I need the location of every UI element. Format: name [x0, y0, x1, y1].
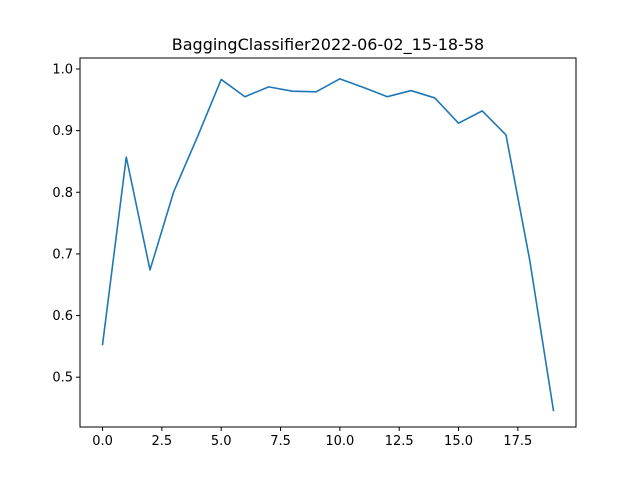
x-tick-label: 17.5 [503, 434, 532, 449]
x-tick-label: 10.0 [325, 434, 354, 449]
y-tick-label: 0.6 [52, 309, 73, 324]
x-tick-label: 5.0 [211, 434, 232, 449]
x-tick-label: 12.5 [385, 434, 414, 449]
series-line [101, 78, 555, 412]
x-tick-label: 2.5 [152, 434, 173, 449]
y-tick-label: 0.9 [52, 124, 73, 139]
plot-area: 0.0 2.5 5.0 7.5 10.0 12.5 15.0 17.5 0.5 0.6 0.7 0.8… [52, 62, 555, 449]
axes-frame [79, 57, 577, 428]
y-tick-label: 0.7 [52, 247, 73, 262]
y-tick-label: 1.0 [52, 62, 73, 77]
x-tick-label: 0.0 [92, 434, 113, 449]
x-tick-label: 15.0 [444, 434, 473, 449]
y-tick-label: 0.8 [52, 186, 73, 201]
x-tick-label: 7.5 [270, 434, 291, 449]
y-tick-label: 0.5 [52, 371, 73, 386]
chart-title: BaggingClassifier2022-06-02_15-18-58 [172, 35, 484, 55]
